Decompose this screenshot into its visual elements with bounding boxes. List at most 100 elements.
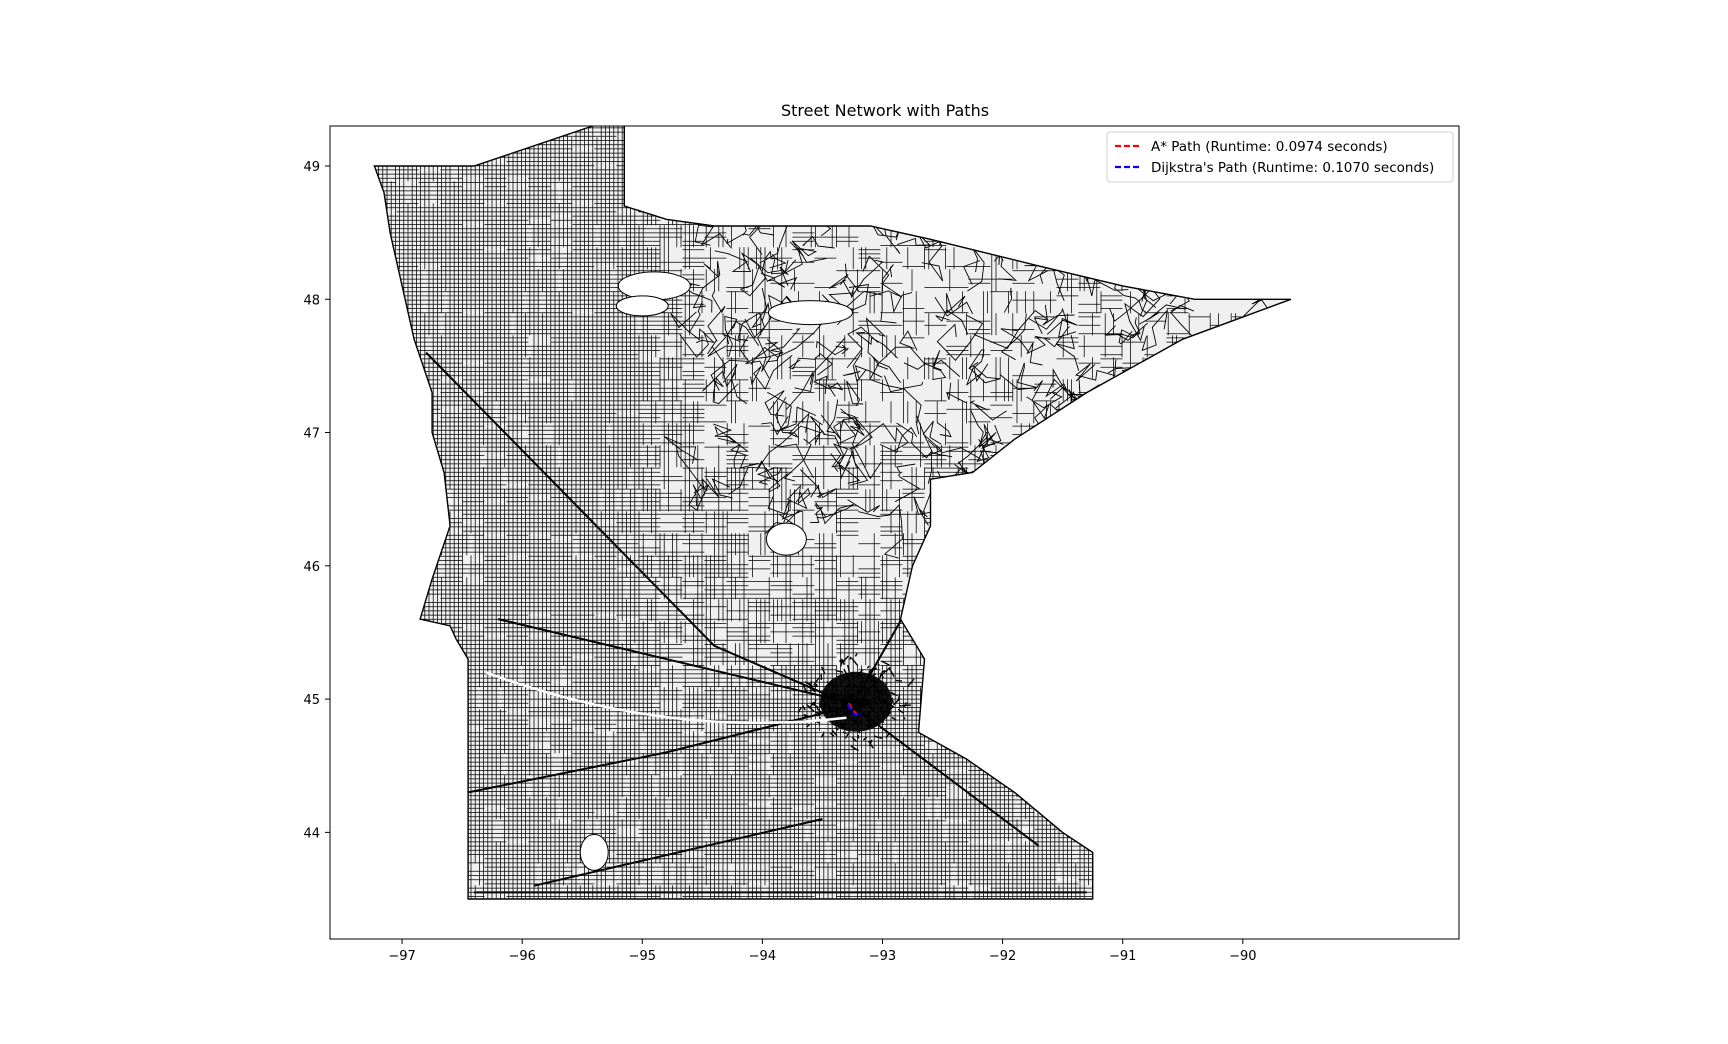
road-segment (1043, 227, 1071, 257)
road-segment (1004, 509, 1026, 530)
metro-road (831, 729, 838, 737)
road-segment (1099, 434, 1134, 457)
road-segment (1276, 238, 1291, 264)
road-segment (1205, 417, 1254, 468)
road-segment (799, 469, 837, 499)
metro-road (891, 697, 894, 704)
road-segment (883, 375, 924, 393)
road-segment (852, 352, 867, 383)
legend: A* Path (Runtime: 0.0974 seconds) Dijkstr… (1106, 131, 1454, 183)
road-segment (707, 322, 741, 357)
road-segment (755, 425, 821, 480)
road-segment (1115, 456, 1137, 483)
road-segment (692, 260, 721, 309)
road-segment (766, 339, 782, 363)
road-segment (1224, 391, 1254, 417)
road-segment (745, 341, 779, 379)
road-segment (1107, 417, 1138, 445)
metro-road (806, 723, 810, 728)
paths (846, 702, 862, 718)
road-segment (1117, 487, 1147, 517)
metro-road (811, 685, 818, 688)
road-segment (1017, 224, 1063, 260)
road-segment (950, 494, 985, 516)
river (485, 671, 847, 725)
road-segment (1103, 317, 1141, 339)
road-segment (761, 415, 789, 436)
road-segment (865, 317, 901, 383)
metro-road (829, 732, 835, 737)
road-segment (774, 443, 814, 479)
road-segment (828, 287, 855, 310)
road-segment (978, 212, 1003, 237)
road-segment (1087, 412, 1105, 470)
road-segment (946, 478, 965, 496)
lakes (485, 271, 853, 871)
metro-road (844, 730, 851, 739)
road-segment (869, 357, 922, 435)
metro-road (868, 739, 873, 747)
road-segment (785, 372, 814, 410)
metro-road (890, 691, 898, 697)
road-segment (995, 473, 1017, 496)
road-segment (1019, 469, 1046, 519)
road-segment (823, 433, 845, 472)
metro-road (820, 732, 825, 738)
road-segment (703, 370, 737, 391)
road-segment (775, 396, 810, 438)
metro-road (888, 668, 895, 678)
road-segment (844, 449, 869, 486)
lake (615, 295, 669, 317)
road-segment (1124, 379, 1189, 428)
road-segment (1246, 419, 1291, 455)
road-segment (1126, 417, 1147, 457)
legend-dijkstra-label: Dijkstra's Path (Runtime: 0.1070 seconds… (1151, 160, 1434, 176)
road-segment (707, 340, 726, 374)
road-segment (1177, 255, 1226, 289)
legend-box (1106, 131, 1454, 183)
road-segment (903, 362, 942, 371)
road-segment (1069, 435, 1094, 475)
road-segment (1024, 511, 1053, 561)
road-segment (1161, 512, 1202, 524)
road-segment (1047, 489, 1086, 526)
road-segment (1032, 436, 1060, 496)
road-segment (875, 346, 926, 370)
road-segment (999, 362, 1038, 390)
road-segment (1005, 448, 1037, 475)
chart-title: Street Network with Paths (781, 101, 989, 120)
road-segment (969, 400, 1007, 421)
metro-road (878, 672, 883, 680)
highway (533, 818, 823, 887)
x-tick-label: −96 (508, 949, 535, 964)
road-segment (828, 273, 849, 289)
metro-road (813, 677, 820, 686)
road-segment (1044, 422, 1108, 451)
road-segment (1033, 314, 1075, 335)
metro-road (902, 716, 906, 720)
road-segment (921, 420, 943, 458)
road-segment (1172, 497, 1202, 542)
metro-road (797, 706, 803, 713)
road-segment (1009, 501, 1044, 528)
road-segment (1122, 262, 1147, 287)
road-segment (831, 443, 861, 484)
road-segment (946, 293, 966, 314)
road-segment (1051, 466, 1110, 513)
road-segment (1062, 446, 1088, 468)
dijkstra-path (846, 703, 862, 717)
road-segment (816, 340, 848, 356)
road-segment (1235, 220, 1249, 246)
road-segment (1170, 304, 1195, 337)
road-segment (802, 235, 835, 249)
road-segment (739, 265, 767, 297)
road-segment (754, 328, 801, 360)
road-segment (679, 331, 709, 358)
road-segment (855, 332, 899, 359)
metro-road (895, 679, 903, 682)
metro-road (850, 745, 859, 752)
road-segment (1115, 458, 1139, 498)
metro-road (804, 681, 813, 687)
road-segment (1160, 422, 1197, 472)
